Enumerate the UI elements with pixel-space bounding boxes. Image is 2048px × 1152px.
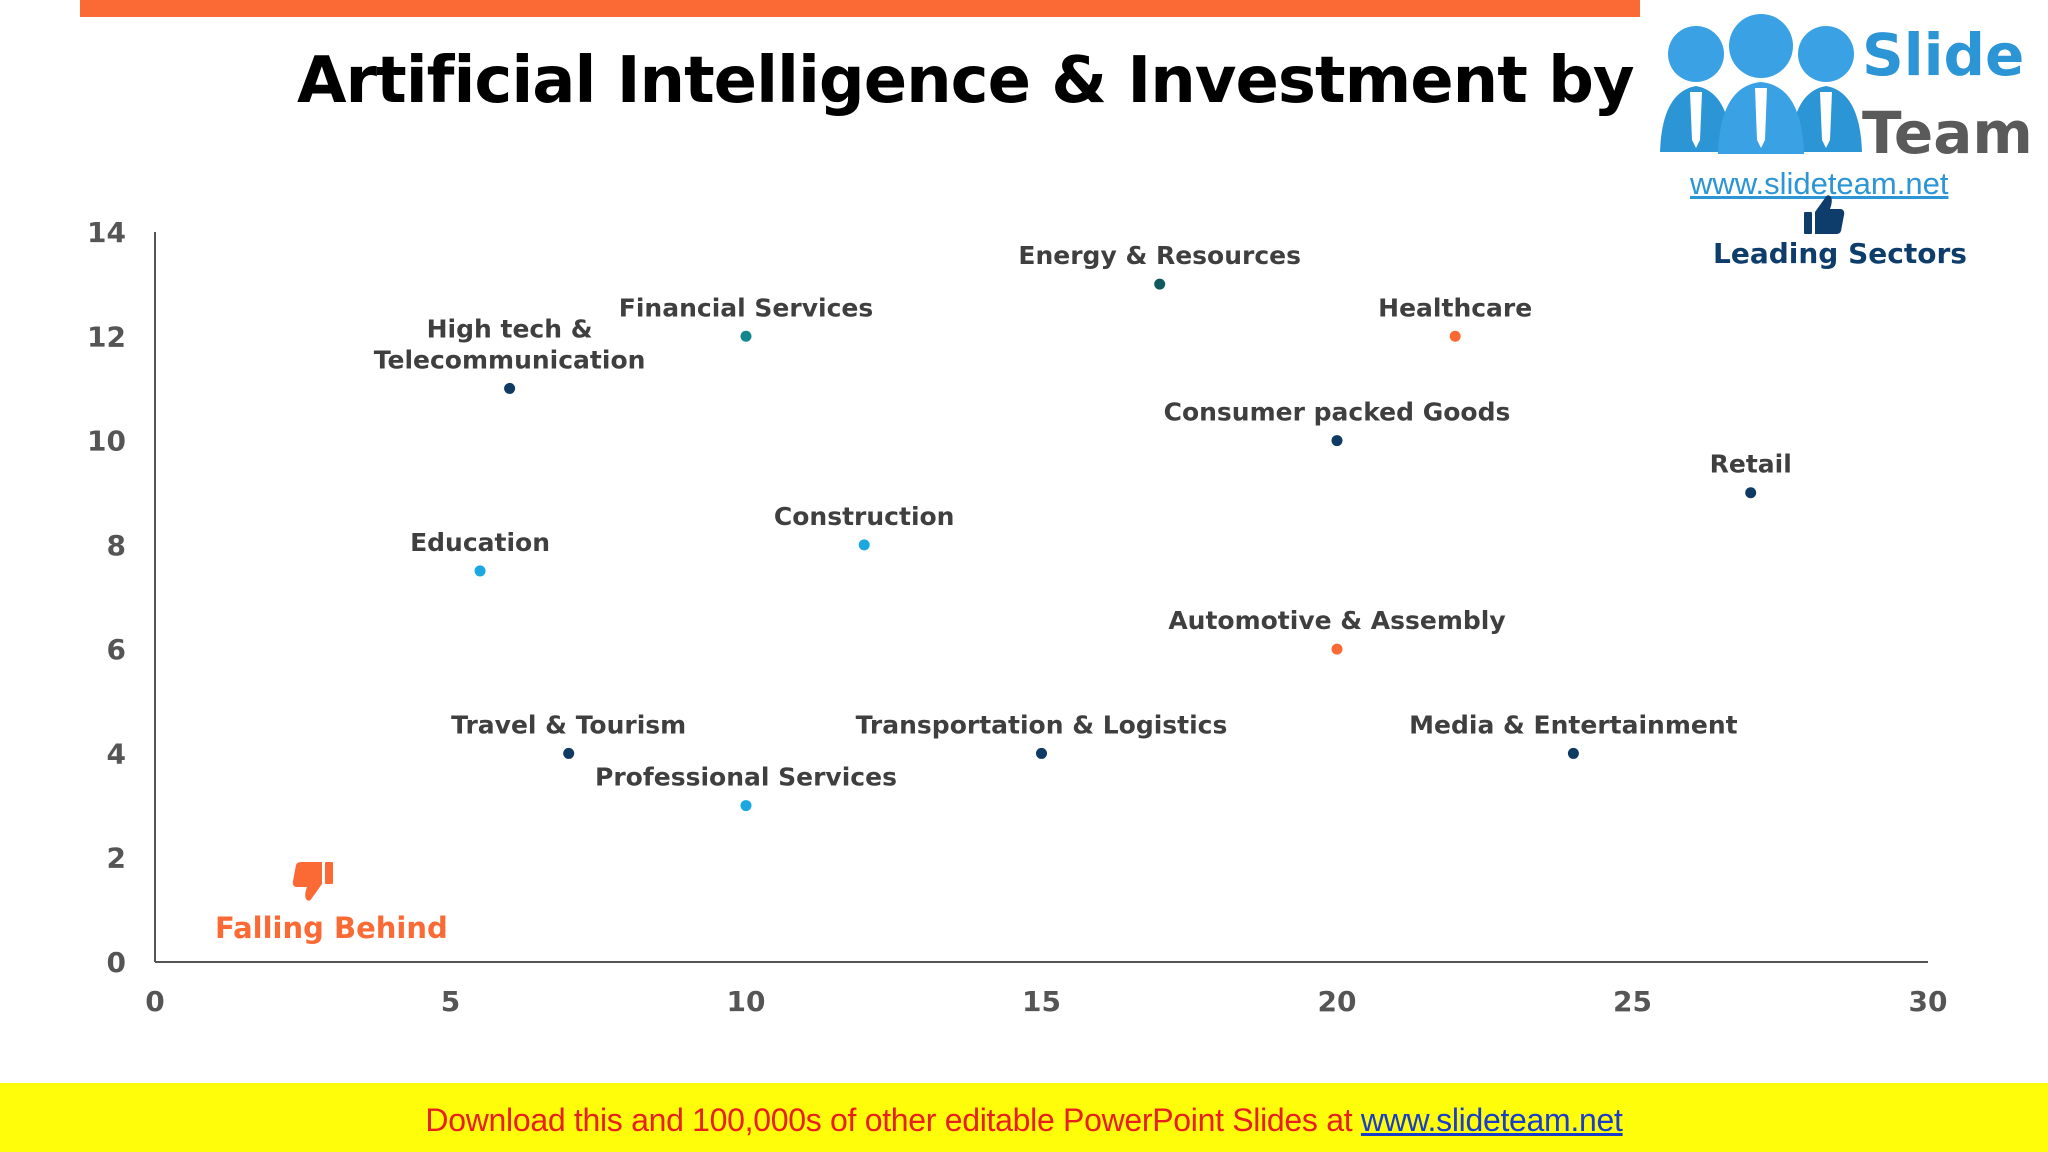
data-point-label: Professional Services [595,763,897,792]
thumbs-up-icon [1804,195,1845,234]
x-tick-labels: 0 5 10 15 20 25 30 [145,985,1947,1018]
data-point-label: High tech & [427,314,593,343]
x-tick-label: 15 [1022,985,1061,1018]
y-tick-label: 2 [107,842,126,875]
data-point-label: Consumer packed Goods [1164,398,1511,427]
data-point-label: Media & Entertainment [1409,710,1737,739]
data-point [563,747,575,759]
x-tick-label: 10 [727,985,766,1018]
leading-sectors-label: Leading Sectors [1713,237,1967,270]
logo-url-link[interactable]: www.slideteam.net [1690,166,1949,201]
data-point [1331,435,1343,447]
y-tick-label: 4 [107,737,126,770]
data-points: High tech &Telecommunication Financial Se… [374,241,1792,812]
data-point-label: Retail [1710,450,1792,479]
data-point-label: Education [410,528,550,557]
data-point-label: Telecommunication [374,345,646,374]
data-point [1745,487,1757,499]
y-tick-label: 14 [87,216,126,249]
data-point-label: Financial Services [619,293,873,322]
data-point [858,539,870,551]
logo-word-slide: Slide [1862,21,2025,89]
data-point [504,382,516,394]
y-tick-label: 10 [87,425,126,458]
data-point-label: Travel & Tourism [451,710,686,739]
data-point [1331,643,1343,655]
x-tick-label: 20 [1318,985,1357,1018]
data-point-label: Healthcare [1378,293,1532,322]
data-point [1154,278,1166,290]
y-tick-labels: 0 2 4 6 8 10 12 14 [87,216,126,979]
thumbs-down-icon [292,862,333,901]
data-point-label: Construction [774,502,955,531]
x-tick-label: 0 [145,985,164,1018]
x-tick-label: 5 [441,985,460,1018]
logo-word-team: Team [1862,99,2033,167]
data-point-label: Energy & Resources [1018,241,1301,270]
y-tick-label: 12 [87,320,126,353]
data-point-label: Automotive & Assembly [1168,606,1505,635]
y-tick-label: 6 [107,633,126,666]
data-point [740,330,752,342]
scatter-chart: 0 2 4 6 8 10 12 14 0 5 10 15 20 25 30 High tech &Tele… [87,216,1947,1018]
x-tick-label: 25 [1613,985,1652,1018]
y-tick-label: 8 [107,529,126,562]
slideteam-logo: Slide Team www.slideteam.net [1640,0,2040,201]
data-point [1449,330,1461,342]
slide-title: Artificial Intelligence & Investment by … [297,44,1883,118]
data-point [740,800,752,812]
y-tick-label: 0 [107,946,126,979]
download-banner: Download this and 100,000s of other edit… [0,1083,2048,1152]
x-tick-label: 30 [1909,985,1948,1018]
download-banner-text: Download this and 100,000s of other edit… [425,1102,1622,1139]
data-point [1036,747,1047,759]
data-point [474,565,486,577]
top-accent-bar [80,0,1640,17]
data-point-label: Transportation & Logistics [856,710,1228,739]
people-logo-icon [1660,14,1862,154]
falling-behind-label: Falling Behind [215,911,448,945]
data-point [1567,747,1579,759]
download-banner-message: Download this and 100,000s of other edit… [425,1102,1361,1138]
download-banner-link[interactable]: www.slideteam.net [1360,1102,1623,1138]
